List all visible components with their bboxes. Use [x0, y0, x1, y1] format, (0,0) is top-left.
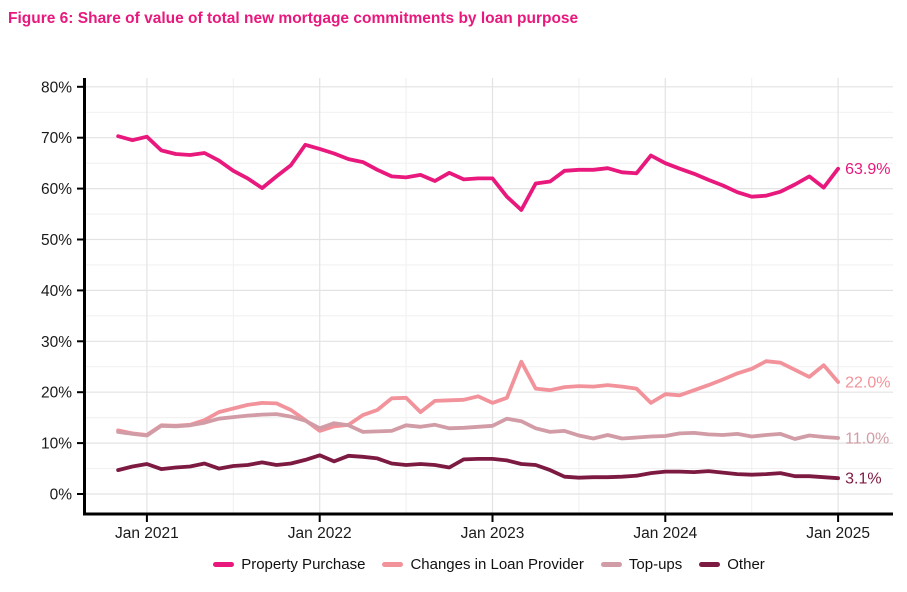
y-tick-label: 70% — [41, 130, 72, 147]
x-tick-label: Jan 2025 — [806, 525, 870, 542]
x-tick-label: Jan 2022 — [288, 525, 352, 542]
series-end-label: 63.9% — [845, 161, 890, 178]
legend-label: Other — [727, 556, 765, 573]
series-line-other — [116, 453, 840, 481]
legend-label: Top-ups — [628, 556, 683, 573]
y-tick-label: 10% — [41, 436, 72, 453]
series-line-changes-in-loan-provider — [116, 359, 840, 437]
legend-swatch-icon — [600, 562, 622, 567]
series-end-label: 3.1% — [845, 471, 881, 488]
legend-swatch-icon — [213, 562, 235, 567]
legend-swatch-icon — [382, 562, 404, 567]
y-tick-label: 50% — [41, 232, 72, 249]
legend-item-other: Other — [699, 556, 765, 573]
series-end-label: 22.0% — [845, 375, 890, 392]
legend-label: Changes in Loan Provider — [410, 556, 584, 573]
y-tick-label: 40% — [41, 283, 72, 300]
series-end-label: 11.0% — [845, 431, 889, 448]
legend-swatch-icon — [699, 562, 721, 567]
legend-item-top-ups: Top-ups — [600, 556, 683, 573]
x-tick-label: Jan 2023 — [461, 525, 525, 542]
chart-legend: Property Purchase Changes in Loan Provid… — [85, 556, 893, 573]
series-line-top-ups — [116, 412, 840, 441]
y-tick-label: 0% — [50, 487, 73, 504]
x-tick-label: Jan 2024 — [633, 525, 697, 542]
y-tick-label: 20% — [41, 385, 72, 402]
legend-item-property-purchase: Property Purchase — [213, 556, 365, 573]
x-tick-label: Jan 2021 — [115, 525, 179, 542]
y-tick-label: 30% — [41, 334, 72, 351]
legend-item-changes-in-loan-provider: Changes in Loan Provider — [382, 556, 584, 573]
legend-label: Property Purchase — [241, 556, 366, 573]
series-line-property-purchase — [116, 134, 840, 212]
figure-title: Figure 6: Share of value of total new mo… — [8, 10, 579, 27]
y-tick-label: 60% — [41, 181, 72, 198]
line-chart: Jan 2021 Jan 2022 Jan 2023 Jan 2024 Jan 2025… — [41, 78, 893, 542]
y-tick-label: 80% — [41, 79, 72, 96]
